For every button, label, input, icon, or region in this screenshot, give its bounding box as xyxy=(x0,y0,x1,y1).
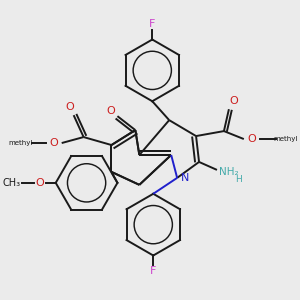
Text: O: O xyxy=(35,178,44,188)
Text: methyl: methyl xyxy=(9,140,33,146)
Text: O: O xyxy=(248,134,256,144)
Text: O: O xyxy=(230,96,238,106)
Text: H: H xyxy=(236,176,242,184)
Text: CH₃: CH₃ xyxy=(3,178,21,188)
Text: F: F xyxy=(150,266,157,276)
Text: F: F xyxy=(149,19,155,28)
Text: O: O xyxy=(50,138,58,148)
Text: methyl: methyl xyxy=(273,136,298,142)
Text: NH₂: NH₂ xyxy=(219,167,239,177)
Text: O: O xyxy=(106,106,115,116)
Text: O: O xyxy=(65,102,74,112)
Text: N: N xyxy=(181,173,189,183)
